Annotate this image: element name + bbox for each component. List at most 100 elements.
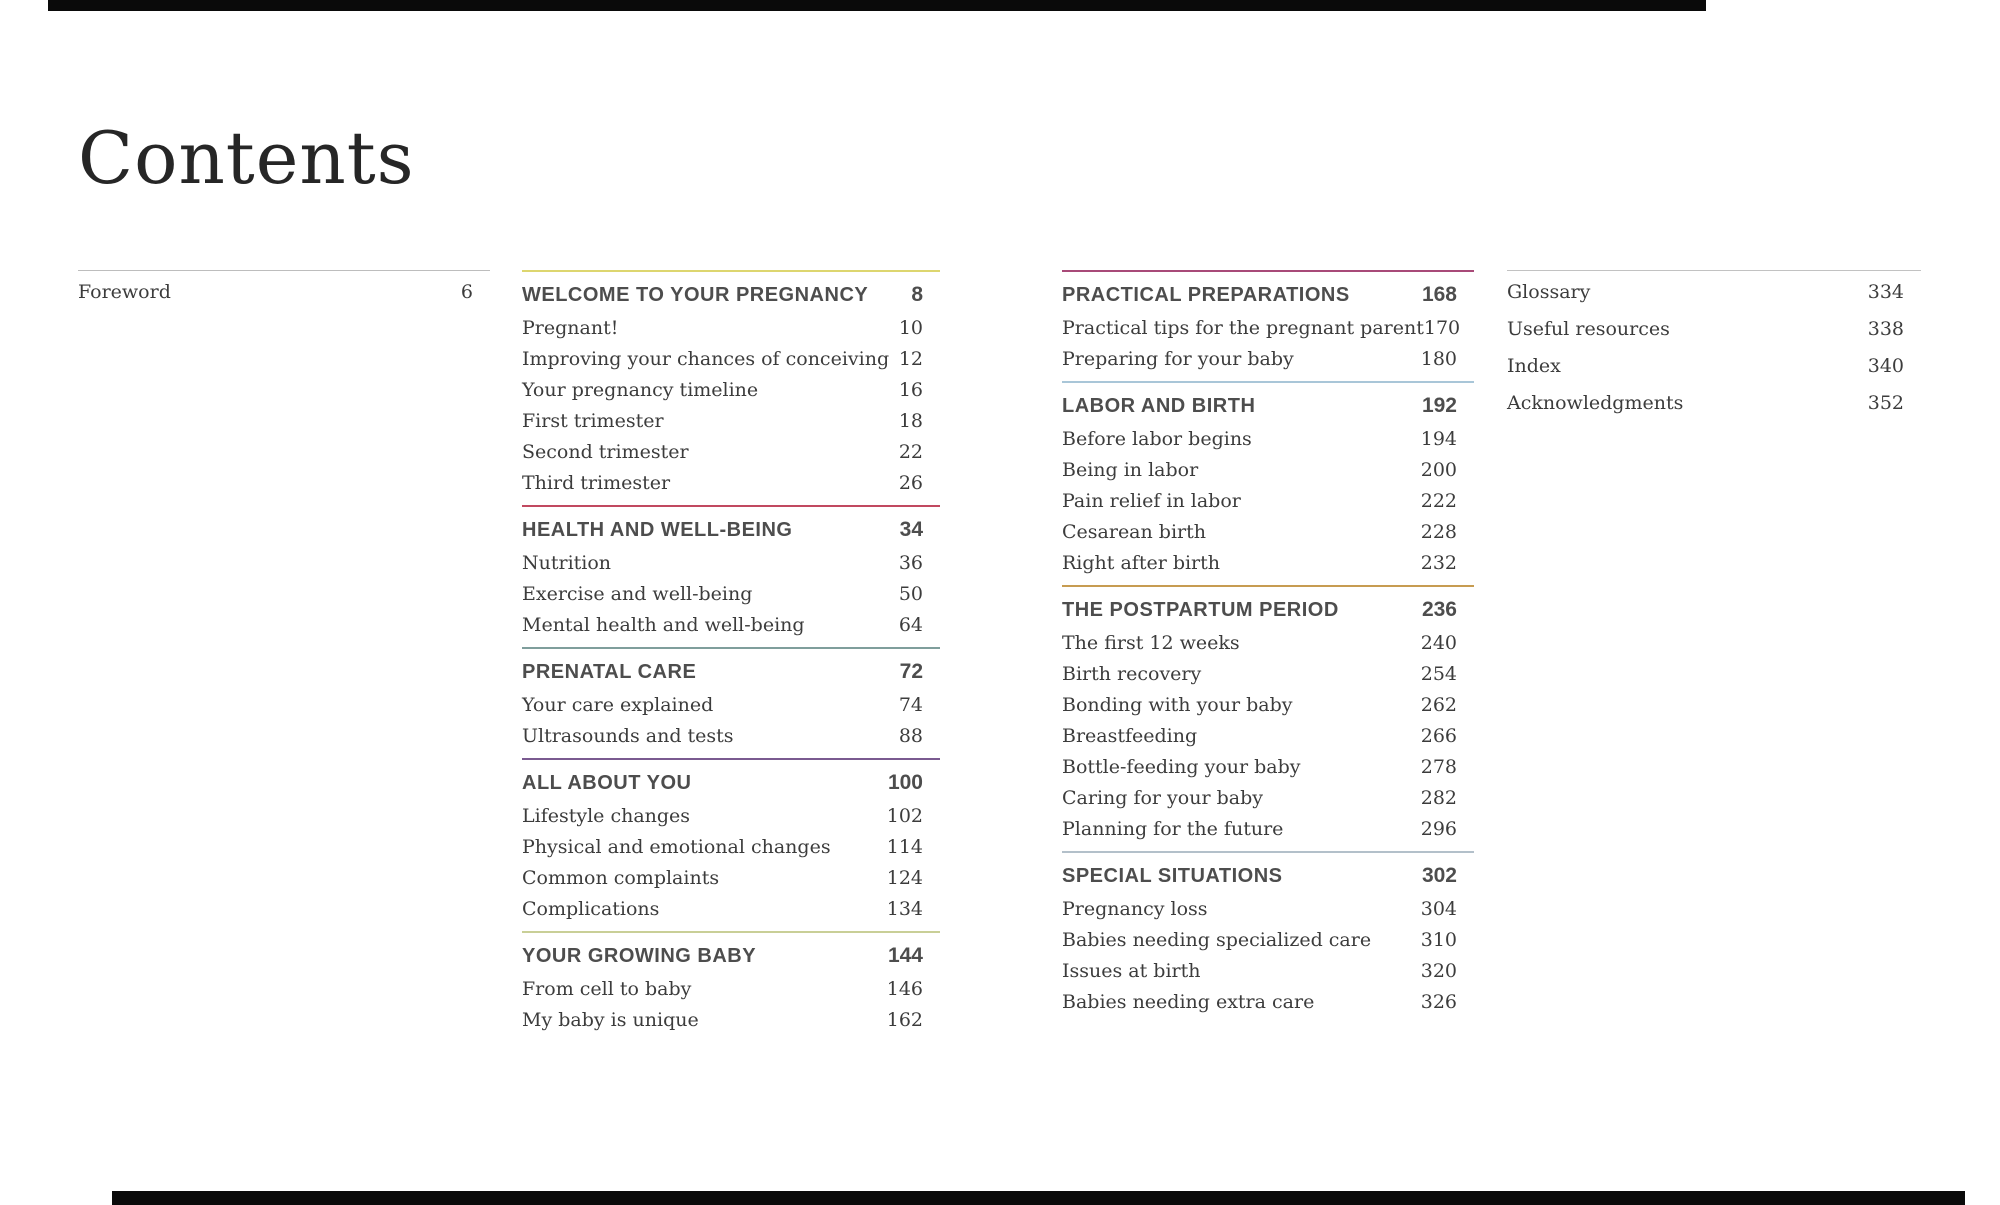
toc-entry-page: 266 xyxy=(1420,725,1457,747)
toc-entry: Foreword 6 xyxy=(78,271,490,308)
section-heading-row: ALL ABOUT YOU 100 xyxy=(522,760,940,801)
toc-entry: Third trimester 26 xyxy=(522,468,940,499)
section-rule xyxy=(522,270,940,272)
toc-entry-label: Babies needing extra care xyxy=(1062,991,1315,1013)
toc-entry-label: Pain relief in labor xyxy=(1062,490,1241,512)
toc-section: PRENATAL CARE 72 Your care explained 74 Ultr… xyxy=(522,647,940,752)
toc-entry-page: 50 xyxy=(898,583,923,605)
toc-entry-page: 146 xyxy=(886,978,923,1000)
toc-entry: Bonding with your baby 262 xyxy=(1062,690,1474,721)
toc-entry: Nutrition 36 xyxy=(522,548,940,579)
toc-entry-page: 278 xyxy=(1420,756,1457,778)
toc-entry-label: Third trimester xyxy=(522,472,671,494)
toc-entry-label: Your pregnancy timeline xyxy=(522,379,759,401)
toc-entry-page: 74 xyxy=(898,694,923,716)
toc-entry-label: Right after birth xyxy=(1062,552,1221,574)
section-rule xyxy=(522,647,940,649)
toc-entry-label: First trimester xyxy=(522,410,664,432)
section-rule xyxy=(1062,851,1474,853)
toc-entry-page: 114 xyxy=(886,836,923,858)
toc-entry-label: Lifestyle changes xyxy=(522,805,691,827)
toc-section: SPECIAL SITUATIONS 302 Pregnancy loss 304 Ba… xyxy=(1062,851,1474,1018)
toc-entry: Babies needing specialized care 310 xyxy=(1062,925,1474,956)
toc-section: PRACTICAL PREPARATIONS 168 Practical tips … xyxy=(1062,270,1474,375)
toc-entry: Babies needing extra care 326 xyxy=(1062,987,1474,1018)
toc-entry-label: Breastfeeding xyxy=(1062,725,1198,747)
toc-entry: Physical and emotional changes 114 xyxy=(522,832,940,863)
toc-section: YOUR GROWING BABY 144 From cell to baby 146… xyxy=(522,931,940,1036)
toc-entry: Second trimester 22 xyxy=(522,437,940,468)
section-heading-row: THE POSTPARTUM PERIOD 236 xyxy=(1062,587,1474,628)
toc-entry-label: Physical and emotional changes xyxy=(522,836,831,858)
toc-entry-page: 232 xyxy=(1420,552,1457,574)
toc-entry-page: 6 xyxy=(460,281,473,303)
section-page-number: 144 xyxy=(887,944,923,967)
end-matter-rule xyxy=(1507,270,1921,271)
section-heading-row: WELCOME TO YOUR PREGNANCY 8 xyxy=(522,272,940,313)
toc-entry: Improving your chances of conceiving 12 xyxy=(522,344,940,375)
toc-entry-page: 282 xyxy=(1420,787,1457,809)
toc-entry: Bottle-feeding your baby 278 xyxy=(1062,752,1474,783)
toc-entry-page: 262 xyxy=(1420,694,1457,716)
toc-entry-label: Preparing for your baby xyxy=(1062,348,1294,370)
toc-entry-page: 162 xyxy=(886,1009,923,1031)
toc-entry: Planning for the future 296 xyxy=(1062,814,1474,845)
toc-entry: First trimester 18 xyxy=(522,406,940,437)
toc-entry-label: My baby is unique xyxy=(522,1009,699,1031)
toc-entry: Glossary 334 xyxy=(1507,271,1921,308)
toc-entry: Preparing for your baby 180 xyxy=(1062,344,1474,375)
toc-entry-label: Improving your chances of conceiving xyxy=(522,348,890,370)
toc-entry-page: 102 xyxy=(886,805,923,827)
toc-entry-page: 124 xyxy=(886,867,923,889)
toc-entry: Birth recovery 254 xyxy=(1062,659,1474,690)
toc-entry: Issues at birth 320 xyxy=(1062,956,1474,987)
section-title: WELCOME TO YOUR PREGNANCY xyxy=(522,284,869,306)
toc-entry: Mental health and well-being 64 xyxy=(522,610,940,641)
section-page-number: 100 xyxy=(887,771,923,794)
toc-entry: Your pregnancy timeline 16 xyxy=(522,375,940,406)
toc-entry-page: 22 xyxy=(898,441,923,463)
section-title: PRENATAL CARE xyxy=(522,661,697,683)
toc-entry-label: Nutrition xyxy=(522,552,612,574)
toc-entry-page: 170 xyxy=(1423,317,1461,339)
toc-entry: Ultrasounds and tests 88 xyxy=(522,721,940,752)
toc-entry-page: 338 xyxy=(1867,318,1904,340)
toc-entry: Pregnancy loss 304 xyxy=(1062,894,1474,925)
toc-section: LABOR AND BIRTH 192 Before labor begins 194… xyxy=(1062,381,1474,579)
end-matter-list: Glossary 334 Useful resources 338 Index 340 Ac… xyxy=(1507,271,1921,419)
section-title: YOUR GROWING BABY xyxy=(522,945,757,967)
toc-section: THE POSTPARTUM PERIOD 236 The first 12 wee… xyxy=(1062,585,1474,845)
toc-entry-page: 304 xyxy=(1420,898,1457,920)
toc-entry: Exercise and well-being 50 xyxy=(522,579,940,610)
toc-entry-page: 200 xyxy=(1420,459,1457,481)
section-page-number: 8 xyxy=(911,283,923,306)
toc-entry: Breastfeeding 266 xyxy=(1062,721,1474,752)
section-heading-row: PRACTICAL PREPARATIONS 168 xyxy=(1062,272,1474,313)
foreword-column: Foreword 6 xyxy=(78,270,490,308)
toc-entry: Right after birth 232 xyxy=(1062,548,1474,579)
section-page-number: 72 xyxy=(899,660,923,683)
toc-entry: Complications 134 xyxy=(522,894,940,925)
toc-entry-label: Planning for the future xyxy=(1062,818,1284,840)
section-page-number: 34 xyxy=(899,518,923,541)
toc-entry-label: Practical tips for the pregnant parent xyxy=(1062,317,1424,339)
toc-entry-label: Caring for your baby xyxy=(1062,787,1263,809)
toc-entry-page: 254 xyxy=(1420,663,1457,685)
toc-entry-label: Acknowledgments xyxy=(1507,392,1684,414)
section-heading-row: SPECIAL SITUATIONS 302 xyxy=(1062,853,1474,894)
toc-entry: Common complaints 124 xyxy=(522,863,940,894)
section-rule xyxy=(1062,585,1474,587)
scan-edge-top xyxy=(48,0,1706,11)
toc-entry-page: 240 xyxy=(1420,632,1457,654)
toc-entry-label: Complications xyxy=(522,898,660,920)
toc-section: HEALTH AND WELL-BEING 34 Nutrition 36 Exerci… xyxy=(522,505,940,641)
toc-column-1: WELCOME TO YOUR PREGNANCY 8 Pregnant! 10 Imp… xyxy=(522,270,940,1042)
toc-entry-page: 334 xyxy=(1867,281,1904,303)
toc-entry-page: 10 xyxy=(898,317,923,339)
toc-entry-page: 64 xyxy=(898,614,923,636)
toc-entry-label: Bonding with your baby xyxy=(1062,694,1293,716)
section-page-number: 236 xyxy=(1421,598,1457,621)
toc-entry: From cell to baby 146 xyxy=(522,974,940,1005)
section-rule xyxy=(522,758,940,760)
toc-entry: Being in labor 200 xyxy=(1062,455,1474,486)
